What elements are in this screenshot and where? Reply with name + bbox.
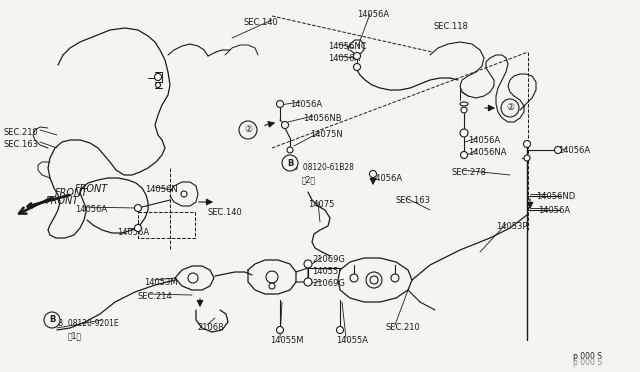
Circle shape [369,170,376,177]
Text: 14056A: 14056A [538,206,570,215]
Circle shape [554,147,561,154]
Text: 14055A: 14055A [336,336,368,345]
Text: 14056A: 14056A [328,54,360,63]
Circle shape [337,327,344,334]
Text: 21069G: 21069G [312,255,345,264]
Circle shape [501,99,519,117]
Circle shape [391,274,399,282]
Text: 14056A: 14056A [290,100,322,109]
Text: 21069G: 21069G [312,279,345,288]
Circle shape [370,276,378,284]
Circle shape [156,83,161,87]
Circle shape [239,121,257,139]
Text: SEC.278: SEC.278 [452,168,487,177]
Text: FRONT: FRONT [28,184,108,207]
Text: 14056A: 14056A [75,205,107,214]
Circle shape [134,205,141,212]
Circle shape [461,107,467,113]
Text: 14055M: 14055M [270,336,303,345]
Text: 14056A: 14056A [558,146,590,155]
Circle shape [353,64,360,71]
Circle shape [366,272,382,288]
Circle shape [282,155,298,171]
Text: 21068: 21068 [197,323,223,332]
Text: 14056A: 14056A [370,174,402,183]
Circle shape [460,129,468,137]
Circle shape [188,273,198,283]
Circle shape [266,271,278,283]
Circle shape [304,278,312,286]
Circle shape [524,155,530,161]
Text: （2）: （2） [302,175,316,184]
Text: 14056NA: 14056NA [468,148,506,157]
Text: B: B [287,158,293,167]
Circle shape [276,100,284,108]
Text: （1）: （1） [68,331,82,340]
Text: ②: ② [244,125,252,135]
Ellipse shape [460,102,468,106]
Circle shape [282,122,289,128]
Circle shape [44,312,60,328]
Text: 14056A: 14056A [468,136,500,145]
Text: ②: ② [506,103,514,112]
Text: p 000 S: p 000 S [573,358,602,367]
Circle shape [353,52,360,60]
Text: B  08120-9201E: B 08120-9201E [58,319,118,328]
Text: SEC.210: SEC.210 [4,128,39,137]
Text: 14056A: 14056A [117,228,149,237]
Text: 14053P: 14053P [496,222,527,231]
Circle shape [524,141,531,148]
Circle shape [276,327,284,334]
Text: FRONT: FRONT [46,196,79,206]
Text: SEC.210: SEC.210 [385,323,420,332]
Text: SEC.118: SEC.118 [434,22,469,31]
Text: 14075N: 14075N [310,130,343,139]
Text: 14053M: 14053M [144,278,178,287]
Text: 14056NB: 14056NB [303,114,342,123]
Text: 14056NC: 14056NC [328,42,367,51]
Text: FRONT: FRONT [55,188,88,198]
Text: 14055: 14055 [312,267,339,276]
Circle shape [461,151,467,158]
Text: SEC.140: SEC.140 [208,208,243,217]
Text: SEC.214: SEC.214 [138,292,173,301]
Circle shape [269,283,275,289]
Text: B  08120-61B28: B 08120-61B28 [293,163,354,172]
Text: 14056N: 14056N [145,185,178,194]
Circle shape [154,74,161,80]
Text: p 000 S: p 000 S [573,352,602,361]
Circle shape [350,274,358,282]
Circle shape [181,191,187,197]
Circle shape [287,147,293,153]
Text: B: B [49,315,55,324]
Text: SEC.140: SEC.140 [243,18,278,27]
Text: SEC.163: SEC.163 [4,140,39,149]
Text: 14056ND: 14056ND [536,192,575,201]
Text: 14056A: 14056A [357,10,389,19]
Circle shape [134,224,141,231]
Text: SEC.163: SEC.163 [396,196,431,205]
Circle shape [304,260,312,268]
Text: 14075: 14075 [308,200,334,209]
